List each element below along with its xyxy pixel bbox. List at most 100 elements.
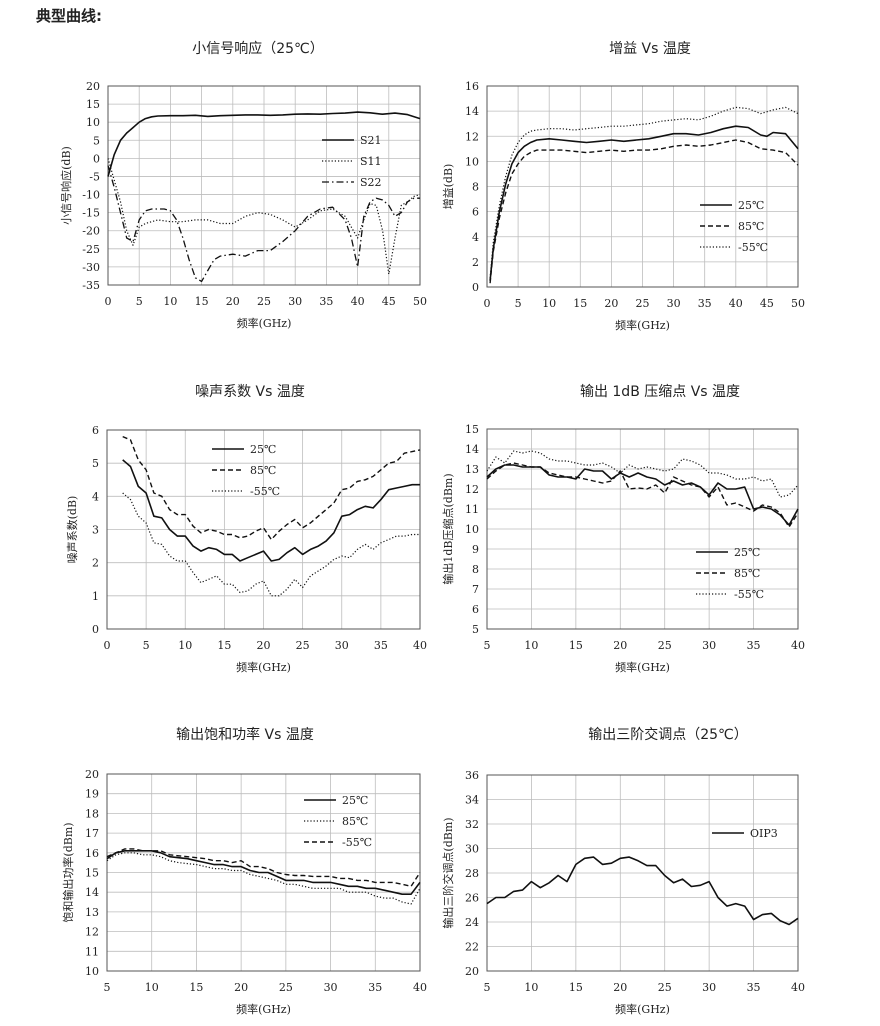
series-line-0 bbox=[486, 464, 799, 526]
y-tick-label: 2 bbox=[472, 256, 479, 269]
series-line-0 bbox=[489, 125, 799, 281]
y-tick-label: 7 bbox=[472, 583, 479, 596]
y-tick-label: 10 bbox=[465, 155, 479, 168]
x-tick-label: 25 bbox=[296, 639, 310, 652]
x-tick-label: 10 bbox=[524, 639, 538, 652]
x-tick-label: 40 bbox=[413, 981, 427, 994]
y-tick-label: 24 bbox=[465, 916, 479, 929]
y-tick-label: 5 bbox=[92, 457, 99, 470]
legend-label-0: S21 bbox=[360, 134, 382, 147]
x-tick-label: 10 bbox=[145, 981, 159, 994]
x-tick-label: 30 bbox=[702, 639, 716, 652]
chart-3: 5 10 15 20 25 30 35 40 5 6 7 8 9 10 11 12 13 14 15 频率(GHz) 输… bbox=[441, 423, 805, 674]
series-line-0 bbox=[106, 849, 421, 896]
x-tick-label: 45 bbox=[382, 295, 396, 308]
x-axis-label: 频率(GHz) bbox=[236, 1002, 291, 1016]
legend-label-0: 25℃ bbox=[734, 546, 760, 559]
y-tick-label: -15 bbox=[82, 207, 100, 220]
x-tick-label: 15 bbox=[569, 981, 583, 994]
legend-label-1: 85℃ bbox=[734, 567, 760, 580]
y-tick-label: 8 bbox=[472, 181, 479, 194]
y-tick-label: 6 bbox=[472, 603, 479, 616]
x-tick-label: 25 bbox=[636, 297, 650, 310]
y-tick-label: -25 bbox=[82, 243, 100, 256]
y-tick-label: 14 bbox=[85, 886, 99, 899]
x-tick-label: 30 bbox=[288, 295, 302, 308]
chart-0: 0 5 10 15 20 25 30 35 40 45 50-35-30-25-20-15-10-5… bbox=[59, 80, 427, 330]
series-line-0 bbox=[486, 856, 799, 926]
x-tick-label: 15 bbox=[195, 295, 209, 308]
x-tick-label: 5 bbox=[104, 981, 111, 994]
y-tick-label: 5 bbox=[93, 134, 100, 147]
series-line-2 bbox=[122, 492, 420, 597]
series-line-2 bbox=[489, 106, 799, 279]
x-axis-label: 频率(GHz) bbox=[236, 660, 291, 674]
plot-frame bbox=[486, 85, 799, 288]
plot-frame bbox=[107, 85, 421, 286]
y-axis-label: 饱和输出功率(dBm) bbox=[61, 822, 75, 922]
y-tick-label: 3 bbox=[92, 524, 99, 537]
plot-frame bbox=[106, 429, 421, 630]
x-tick-label: 15 bbox=[217, 639, 231, 652]
x-tick-label: 15 bbox=[189, 981, 203, 994]
x-tick-label: 50 bbox=[413, 295, 427, 308]
series-line-2 bbox=[107, 165, 420, 283]
y-tick-label: 4 bbox=[92, 490, 99, 503]
y-tick-label: 19 bbox=[85, 788, 99, 801]
y-tick-label: 20 bbox=[86, 80, 100, 93]
x-axis-label: 频率(GHz) bbox=[237, 316, 292, 330]
x-tick-label: 20 bbox=[234, 981, 248, 994]
legend-label-2: -55℃ bbox=[342, 836, 372, 849]
page-heading: 典型曲线: bbox=[36, 7, 102, 25]
y-axis-label: 噪声系数(dB) bbox=[65, 496, 79, 564]
x-tick-label: 40 bbox=[791, 639, 805, 652]
legend-label-2: -55℃ bbox=[250, 485, 280, 498]
y-tick-label: 28 bbox=[465, 867, 479, 880]
y-tick-label: 13 bbox=[465, 463, 479, 476]
series-line-2 bbox=[106, 848, 421, 887]
x-tick-label: 30 bbox=[702, 981, 716, 994]
y-tick-label: 34 bbox=[465, 794, 479, 807]
x-tick-label: 0 bbox=[104, 639, 111, 652]
chart-title-noise-figure: 噪声系数 Vs 温度 bbox=[195, 384, 305, 400]
x-tick-label: 25 bbox=[279, 981, 293, 994]
legend-label-0: 25℃ bbox=[342, 794, 368, 807]
x-tick-label: 30 bbox=[324, 981, 338, 994]
y-tick-label: -5 bbox=[89, 170, 100, 183]
y-tick-label: -35 bbox=[82, 279, 100, 292]
x-tick-label: 20 bbox=[604, 297, 618, 310]
y-tick-label: 14 bbox=[465, 443, 479, 456]
chart-title-psat: 输出饱和功率 Vs 温度 bbox=[176, 727, 314, 743]
series-line-0 bbox=[107, 111, 421, 177]
chart-2: 0 5 10 15 20 25 30 35 40 0 1 2 3 4 5 6 频率(GHz) 噪声系数(dB) 25… bbox=[65, 424, 427, 674]
x-tick-label: 35 bbox=[319, 295, 333, 308]
chart-5: 5 10 15 20 25 30 35 40 20 22 24 26 28 30 32 34 36 频率(GHz)… bbox=[441, 769, 805, 1016]
y-tick-label: 15 bbox=[465, 423, 479, 436]
chart-title-gain: 增益 Vs 温度 bbox=[609, 41, 691, 57]
plot-frame bbox=[486, 428, 799, 630]
y-axis-label: 增益(dB) bbox=[441, 164, 455, 210]
y-axis-label: 输出1dB压缩点(dBm) bbox=[441, 473, 455, 584]
x-tick-label: 20 bbox=[613, 981, 627, 994]
legend-label-0: OIP3 bbox=[750, 827, 778, 840]
y-tick-label: 15 bbox=[85, 867, 99, 880]
x-tick-label: 25 bbox=[658, 639, 672, 652]
legend-label-1: S11 bbox=[360, 155, 382, 168]
x-tick-label: 35 bbox=[368, 981, 382, 994]
y-tick-label: -10 bbox=[82, 189, 100, 202]
x-tick-label: 10 bbox=[524, 981, 538, 994]
x-tick-label: 10 bbox=[178, 639, 192, 652]
x-tick-label: 35 bbox=[747, 981, 761, 994]
legend-label-1: 85℃ bbox=[738, 220, 764, 233]
chart-title-small-signal: 小信号响应（25℃） bbox=[192, 41, 324, 57]
y-tick-label: 30 bbox=[465, 843, 479, 856]
x-tick-label: 25 bbox=[257, 295, 271, 308]
x-tick-label: 30 bbox=[667, 297, 681, 310]
y-tick-label: 14 bbox=[465, 105, 479, 118]
y-tick-label: 10 bbox=[85, 965, 99, 978]
y-tick-label: 12 bbox=[465, 483, 479, 496]
y-tick-label: 18 bbox=[85, 807, 99, 820]
y-tick-label: 11 bbox=[85, 945, 99, 958]
x-tick-label: 35 bbox=[374, 639, 388, 652]
y-tick-label: 12 bbox=[85, 926, 99, 939]
